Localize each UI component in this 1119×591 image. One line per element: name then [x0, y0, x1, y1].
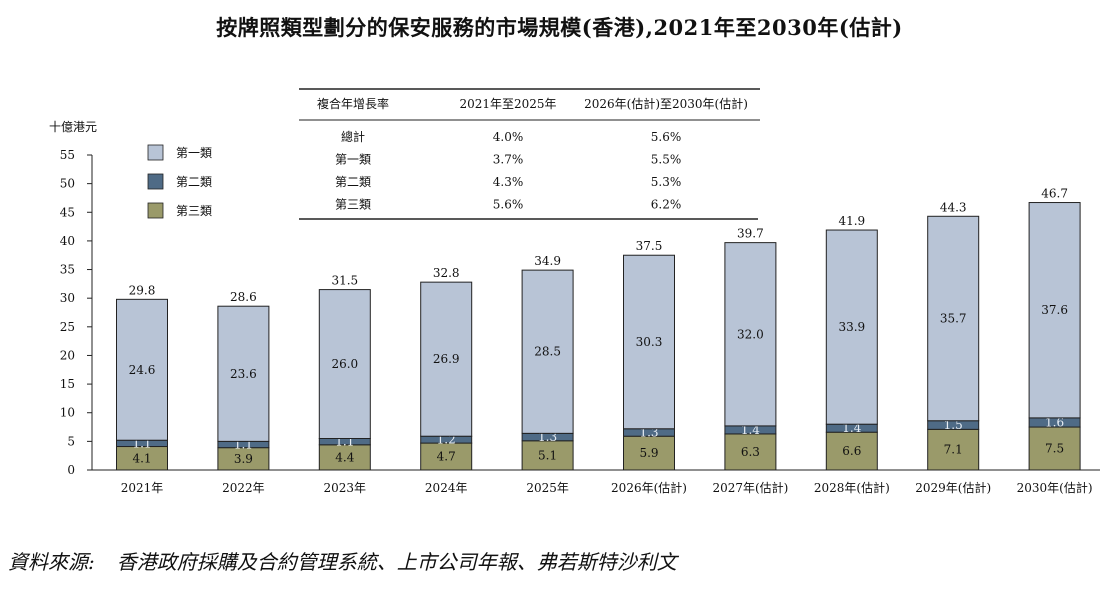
source-text: 香港政府採購及合約管理系統、上市公司年報、弗若斯特沙利文: [116, 550, 677, 574]
x-tick-label: 2021年: [121, 481, 164, 495]
bar-value-label: 6.3: [741, 445, 760, 459]
bar-segment: [825, 431, 878, 471]
bar-segment: [217, 305, 270, 442]
bar-segment: [927, 428, 980, 471]
bar-segment: [116, 298, 168, 441]
x-tick-label: 2023年: [324, 481, 367, 495]
bar-value-label: 7.5: [1045, 442, 1064, 456]
y-axis-label: 十億港元: [49, 120, 97, 134]
bar-value-label: 30.3: [636, 335, 663, 349]
bar-segment: [623, 254, 675, 430]
bar-total-label: 29.8: [129, 283, 156, 297]
y-tick-label: 30: [60, 291, 75, 305]
x-tick-label: 2028年(估計): [814, 480, 890, 495]
cagr-table-header: 2021年至2025年: [459, 97, 556, 111]
cagr-table-cell: 3.7%: [493, 153, 524, 167]
bar-segment: [420, 281, 473, 437]
x-tick-label: 2029年(估計): [915, 480, 991, 495]
bar-value-label: 28.5: [534, 345, 561, 359]
bar-value-label: 26.9: [433, 352, 460, 366]
bar-segment: [521, 440, 574, 471]
y-tick-label: 45: [60, 205, 75, 219]
cagr-table-header: 2026年(估計)至2030年(估計): [584, 96, 748, 111]
bar-value-label: 37.6: [1041, 303, 1068, 317]
y-tick-label: 25: [60, 320, 75, 334]
y-tick-label: 50: [60, 177, 75, 191]
bar-segment: [724, 433, 777, 471]
legend-swatch: [147, 202, 164, 219]
bar-value-label: 23.6: [230, 367, 257, 381]
cagr-table-cell: 5.3%: [651, 175, 682, 189]
bar-total-label: 44.3: [940, 200, 967, 214]
bar-segment: [521, 269, 574, 434]
bar-segment: [623, 435, 675, 471]
bar-value-label: 35.7: [940, 312, 967, 326]
bar-total-label: 39.7: [737, 227, 764, 241]
bar-total-label: 41.9: [838, 214, 865, 228]
bar-segment: [318, 289, 371, 439]
cagr-table-cell: 4.3%: [493, 175, 524, 189]
bar-value-label: 33.9: [838, 320, 865, 334]
bar-total-label: 32.8: [433, 266, 460, 280]
bar-value-label: 32.0: [737, 327, 764, 341]
bar-value-label: 4.4: [335, 450, 354, 464]
bar-value-label: 3.9: [234, 452, 253, 466]
x-tick-label: 2022年: [222, 481, 265, 495]
bar-value-label: 1.4: [842, 421, 861, 435]
source-note: 資料來源: 香港政府採購及合約管理系統、上市公司年報、弗若斯特沙利文: [8, 546, 677, 575]
y-tick-label: 15: [60, 377, 75, 391]
legend-label: 第三類: [176, 204, 212, 218]
cagr-table-cell: 總計: [341, 129, 365, 144]
y-tick-label: 35: [60, 263, 75, 277]
x-tick-label: 2026年(估計): [611, 480, 687, 495]
x-tick-label: 2027年(估計): [712, 480, 788, 495]
cagr-table-cell: 第一類: [335, 153, 371, 167]
legend-swatch: [147, 173, 164, 190]
y-tick-label: 10: [60, 406, 75, 420]
x-tick-label: 2024年: [425, 481, 468, 495]
bar-value-label: 4.1: [132, 451, 151, 465]
bar-total-label: 28.6: [230, 290, 257, 304]
legend-label: 第一類: [176, 146, 212, 160]
bar-value-label: 7.1: [944, 443, 963, 457]
bar-value-label: 1.6: [1045, 415, 1064, 429]
cagr-table-cell: 5.6%: [651, 130, 682, 144]
bar-value-label: 6.6: [842, 444, 861, 458]
bar-total-label: 46.7: [1041, 187, 1068, 201]
cagr-table-cell: 5.5%: [651, 153, 682, 167]
cagr-table-cell: 5.6%: [493, 198, 524, 212]
bar-value-label: 1.4: [741, 423, 760, 437]
x-tick-label: 2030年(估計): [1017, 480, 1093, 495]
cagr-table-cell: 4.0%: [493, 130, 524, 144]
cagr-table-header: 複合年增長率: [317, 96, 389, 111]
legend-swatch: [147, 144, 164, 161]
y-tick-label: 20: [60, 348, 75, 362]
y-tick-label: 55: [60, 148, 75, 162]
bar-total-label: 31.5: [331, 274, 358, 288]
x-tick-label: 2025年: [526, 481, 569, 495]
y-tick-label: 0: [67, 463, 75, 477]
chart-title: 按牌照類型劃分的保安服務的市場規模(香港),2021年至2030年(估計): [216, 15, 903, 40]
bar-total-label: 37.5: [636, 239, 663, 253]
bar-segment: [724, 242, 777, 427]
bar-value-label: 26.0: [331, 357, 358, 371]
bar-value-label: 5.9: [639, 446, 658, 460]
cagr-table-cell: 第二類: [335, 175, 371, 189]
bar-value-label: 5.1: [538, 448, 557, 462]
legend-label: 第二類: [176, 175, 212, 189]
bar-segment: [420, 442, 473, 471]
bar-value-label: 1.5: [944, 418, 963, 432]
bar-segment: [927, 215, 980, 422]
cagr-table-cell: 6.2%: [651, 198, 682, 212]
bar-value-label: 24.6: [129, 363, 156, 377]
cagr-table-cell: 第三類: [335, 198, 371, 212]
bar-value-label: 4.7: [437, 450, 456, 464]
source-label: 資料來源:: [8, 550, 95, 574]
y-tick-label: 40: [60, 234, 75, 248]
bar-segment: [825, 229, 878, 425]
bar-segment: [1028, 202, 1081, 419]
bar-total-label: 34.9: [534, 254, 561, 268]
y-tick-label: 5: [67, 434, 75, 448]
